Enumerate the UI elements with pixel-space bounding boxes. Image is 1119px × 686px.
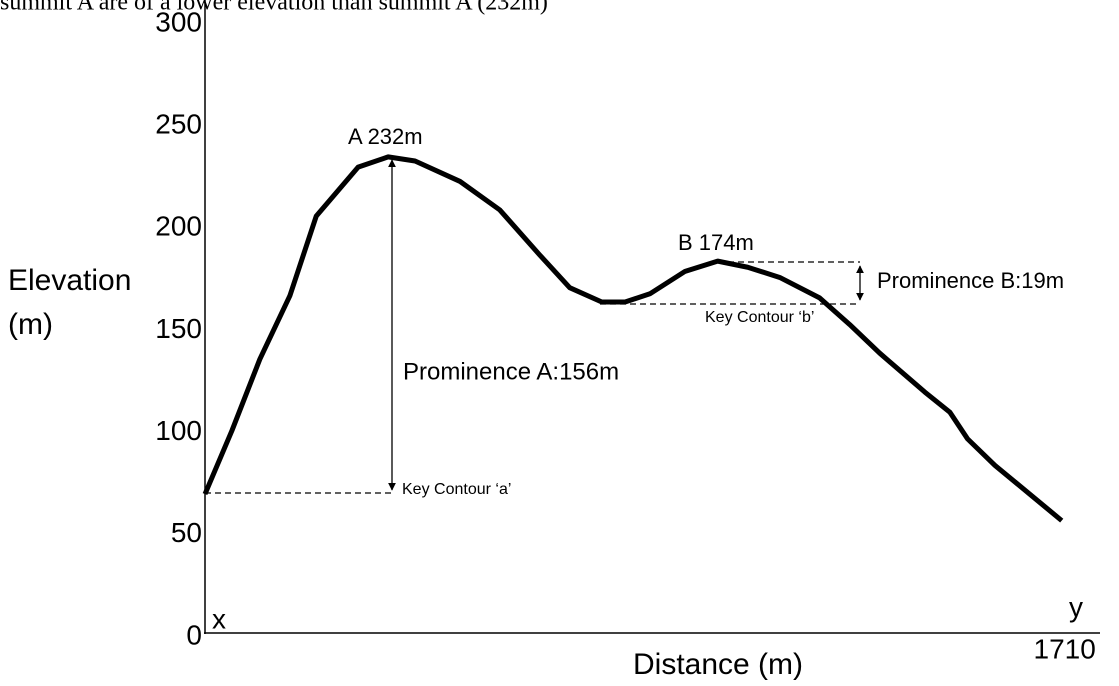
endpoint-label: y [1069,591,1083,622]
y-tick-label: 300 [155,6,202,37]
x-axis-label: Distance (m) [633,648,803,681]
annotation: Prominence B:19m [877,268,1064,293]
y-tick-label: 250 [155,109,202,140]
subtitle: summit A are of a lower elevation than s… [0,0,548,16]
y-axis-label: (m) [8,308,53,341]
annotation: B 174m [678,230,754,255]
endpoint-label: x [212,603,226,634]
y-axis-label: Elevation [8,264,131,297]
elevation-line [202,154,1064,523]
annotation: Prominence A:156m [403,358,619,385]
annotation: Key Contour ‘b’ [705,309,814,326]
x-tick-label: 1710 [1034,633,1096,664]
annotation: A 232m [348,124,423,149]
y-tick-label: 200 [155,211,202,242]
y-tick-label: 50 [171,517,202,548]
annotation-lines [205,159,864,494]
annotation: Key Contour ‘a’ [402,481,511,498]
y-tick-label: 100 [155,415,202,446]
y-tick-label: 0 [186,619,202,650]
y-tick-label: 150 [155,313,202,344]
